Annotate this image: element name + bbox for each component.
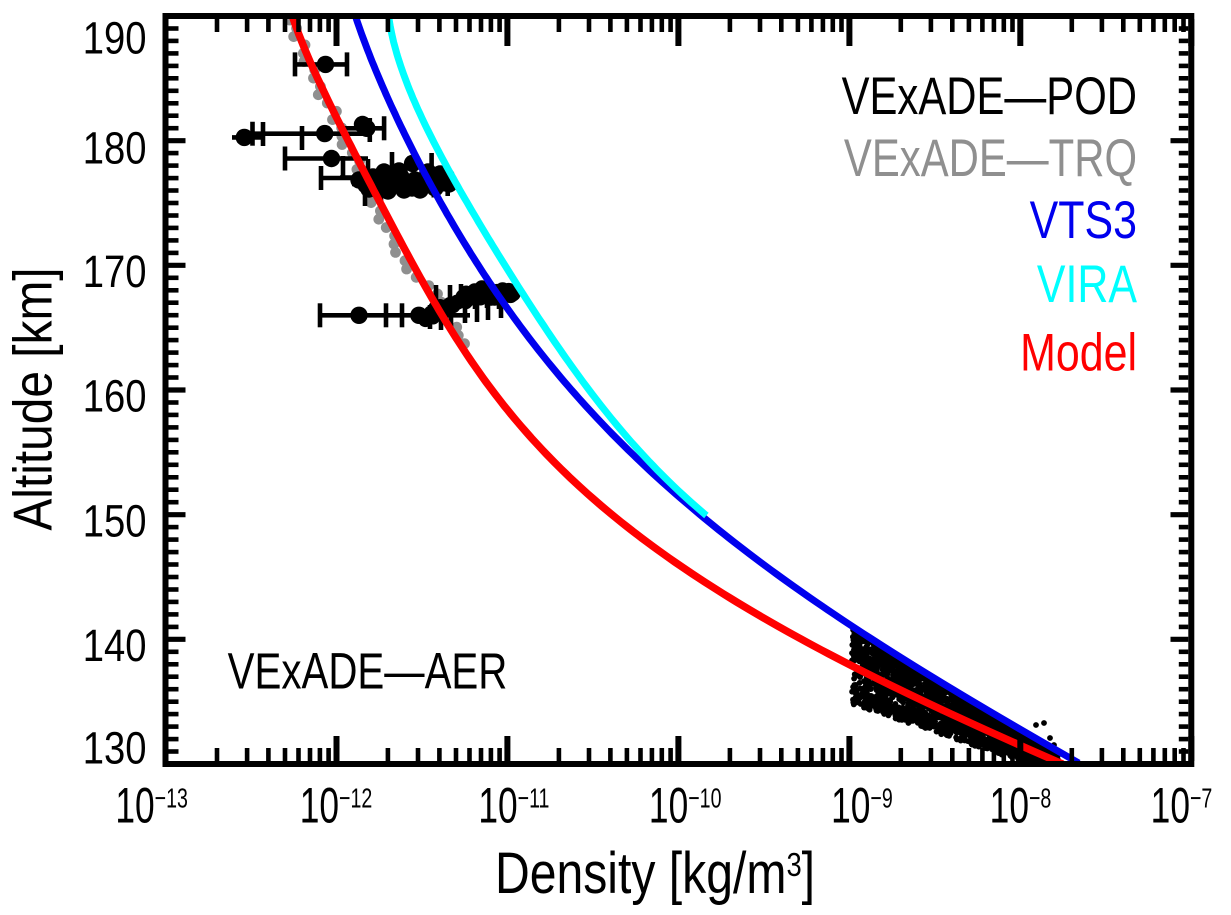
svg-text:Density [kg/m3]: Density [kg/m3] xyxy=(495,842,815,906)
svg-text:Altitude [km]: Altitude [km] xyxy=(1,267,63,530)
svg-text:VExADE—TRQ: VExADE—TRQ xyxy=(844,129,1137,188)
svg-text:10−7: 10−7 xyxy=(1151,778,1213,834)
svg-text:VExADE—AER: VExADE—AER xyxy=(228,642,508,700)
svg-text:170: 170 xyxy=(83,246,147,297)
svg-text:130: 130 xyxy=(83,723,147,774)
svg-text:160: 160 xyxy=(83,371,147,422)
svg-text:Model: Model xyxy=(1020,323,1137,382)
svg-text:150: 150 xyxy=(83,495,147,546)
svg-text:VTS3: VTS3 xyxy=(1030,191,1137,250)
svg-text:180: 180 xyxy=(83,122,147,173)
svg-text:VIRA: VIRA xyxy=(1037,255,1138,314)
svg-text:190: 190 xyxy=(83,12,147,63)
svg-text:140: 140 xyxy=(83,620,147,671)
svg-text:10−10: 10−10 xyxy=(649,778,722,834)
svg-text:VExADE—POD: VExADE—POD xyxy=(842,67,1137,126)
